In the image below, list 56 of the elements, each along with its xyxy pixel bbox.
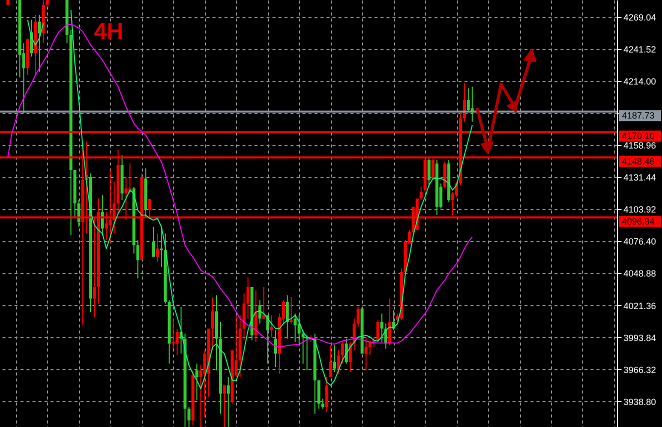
- candlestick: [428, 158, 431, 188]
- candlestick: [246, 276, 250, 320]
- candlestick: [38, 14, 41, 72]
- candlestick: [254, 290, 258, 343]
- candlestick: [136, 240, 140, 279]
- candlestick: [258, 300, 262, 324]
- y-tick-label: 4131.44: [624, 172, 656, 183]
- candlestick: [368, 340, 372, 356]
- candlestick: [222, 384, 226, 427]
- candlestick: [302, 330, 305, 364]
- candlestick: [321, 398, 324, 410]
- candlestick: [364, 336, 368, 371]
- ref-line-label: 4187.73: [622, 110, 655, 121]
- candlestick: [340, 342, 344, 364]
- ref-line-label: 4096.84: [622, 216, 655, 226]
- candlestick: [187, 406, 190, 427]
- candlestick: [176, 328, 179, 356]
- annotation: 4H: [94, 18, 124, 44]
- y-tick-label: 4214.00: [624, 76, 656, 87]
- y-tick-label: 4076.40: [624, 236, 656, 247]
- candlestick: [262, 286, 266, 320]
- y-tick-label: 4103.92: [624, 204, 656, 215]
- candlestick: [270, 314, 274, 338]
- y-tick-label: 4048.88: [624, 268, 656, 279]
- candlestick: [376, 320, 380, 343]
- candlestick: [152, 226, 156, 258]
- candlestick: [156, 233, 159, 262]
- candlestick: [274, 330, 278, 368]
- y-tick-label: 4021.36: [624, 300, 656, 311]
- candlestick: [317, 380, 320, 410]
- candlestick: [420, 186, 423, 201]
- y-tick-label: 3966.32: [624, 364, 656, 375]
- ref-line-label: 4148.46: [622, 156, 655, 166]
- candlestick: [172, 318, 175, 350]
- candlestick: [462, 82, 466, 122]
- candlestick: [298, 314, 301, 344]
- y-tick-label: 3938.80: [624, 396, 656, 407]
- y-tick-label: 4158.96: [624, 140, 656, 151]
- candlestick: [286, 294, 289, 340]
- candlestick: [211, 296, 214, 351]
- candlestick: [226, 376, 230, 427]
- y-tick-label: 4269.04: [624, 12, 656, 22]
- candlestick: [466, 88, 470, 112]
- candlestick: [443, 161, 446, 189]
- candlestick: [294, 313, 297, 343]
- candlestick: [266, 314, 270, 364]
- y-tick-label: 4241.52: [624, 44, 656, 54]
- candlestick: [325, 376, 328, 413]
- candlestick: [333, 344, 336, 373]
- ref-line-label: 4170.10: [622, 131, 655, 142]
- candlestick: [195, 363, 198, 401]
- y-tick-label: 3993.84: [624, 332, 656, 343]
- candlestick: [160, 226, 163, 268]
- candlestick: [329, 344, 332, 378]
- candlestick: [356, 306, 360, 328]
- candlestick: [337, 350, 340, 374]
